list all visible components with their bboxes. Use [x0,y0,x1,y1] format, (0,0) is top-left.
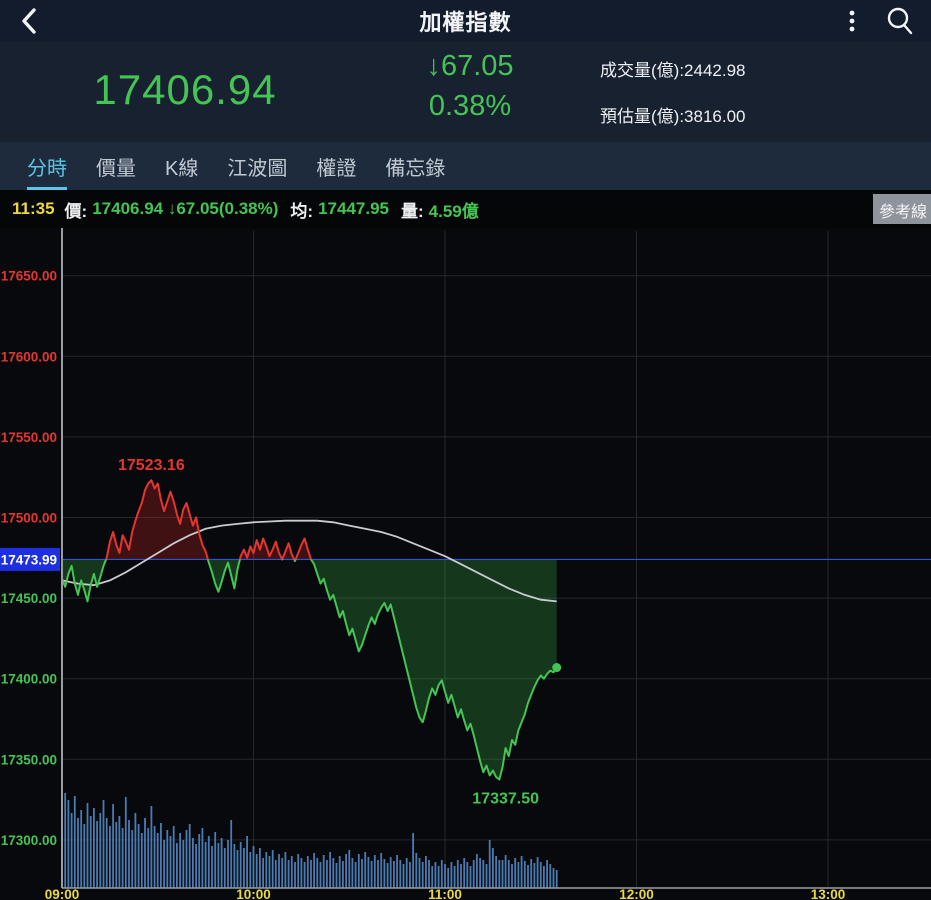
estimated-volume-row: 預估量(億):3816.00 [600,107,746,126]
intraday-chart[interactable]: 17650.00 17600.00 17550.00 17500.00 17450.00… [0,228,931,900]
y-axis-labels: 17650.00 17600.00 17550.00 17500.00 17450.00… [1,269,57,848]
price-change-block: ↓67.05 0.38% [395,50,545,123]
ticker-vol-label: 量: [401,201,424,221]
tab-price-volume[interactable]: 價量 [96,157,136,180]
last-price-dot [552,663,562,673]
svg-text:11:00: 11:00 [428,887,462,900]
svg-text:17550.00: 17550.00 [1,430,57,445]
current-price: 17406.94 [93,66,277,113]
back-arrow-icon [22,8,36,34]
volume-info: 成交量(億):2442.98 預估量(億):3816.00 [600,56,746,128]
svg-text:17300.00: 17300.00 [1,833,57,848]
ticker-price-label: 價: [64,201,88,221]
area-above-reference [62,480,557,560]
change-percent: 0.38% [428,90,512,122]
svg-text:12:00: 12:00 [619,887,654,900]
header: 加權指數 [0,0,931,42]
tab-intraday[interactable]: 分時 [27,142,67,190]
down-arrow-icon: ↓ [426,50,441,82]
volume-bars [61,765,558,888]
ticker-time: 11:35 [12,199,55,218]
svg-text:17600.00: 17600.00 [1,349,57,364]
low-annotation: 17337.50 [472,790,539,807]
ticker-avg-value: 17447.95 [318,199,389,218]
ticker-price-value: 17406.94 ↓67.05(0.38%) [92,199,279,218]
page-title: 加權指數 [419,10,512,35]
tab-warrants[interactable]: 權證 [316,157,357,180]
back-button[interactable] [14,5,46,37]
quote-panel: 17406.94 ↓67.05 0.38% 成交量(億):2442.98 預估量… [0,42,931,142]
change-value: ↓67.05 [426,50,514,82]
tab-memo[interactable]: 備忘錄 [385,157,446,180]
svg-text:17500.00: 17500.00 [1,511,57,526]
svg-text:17650.00: 17650.00 [1,269,57,284]
svg-text:17400.00: 17400.00 [1,672,57,687]
reference-badge-label: 17473.99 [1,552,57,567]
search-icon [887,7,913,35]
menu-button[interactable] [837,6,867,36]
average-line [61,519,557,603]
volume-row: 成交量(億):2442.98 [600,61,746,80]
svg-text:17350.00: 17350.00 [1,752,57,767]
tab-bar: 分時 價量 K線 江波圖 權證 備忘錄 [0,142,931,190]
tab-kline[interactable]: K線 [165,157,199,180]
reference-line-button[interactable]: 參考線 [873,194,931,224]
svg-text:13:00: 13:00 [811,887,846,900]
svg-text:09:00: 09:00 [45,887,80,900]
high-annotation: 17523.16 [118,457,185,474]
chart-area: 17650.00 17600.00 17550.00 17500.00 17450.00… [0,228,931,900]
search-button[interactable] [883,4,917,38]
ticker-vol-value: 4.59億 [428,201,479,221]
reference-badge [0,547,60,571]
area-below-reference [62,559,557,780]
price-line-above [104,479,313,560]
price-line-below [61,559,558,781]
kebab-menu-icon [849,10,855,32]
svg-text:17450.00: 17450.00 [1,591,57,606]
ticker-avg-label: 均: [290,201,314,221]
x-axis-labels: 09:00 10:00 11:00 12:00 13:00 [45,887,846,900]
ticker-strip: 11:35 價: 17406.94 ↓67.05(0.38%) 均: 17447… [0,190,931,228]
tab-wave-chart[interactable]: 江波圖 [227,157,288,180]
svg-text:10:00: 10:00 [236,887,271,900]
